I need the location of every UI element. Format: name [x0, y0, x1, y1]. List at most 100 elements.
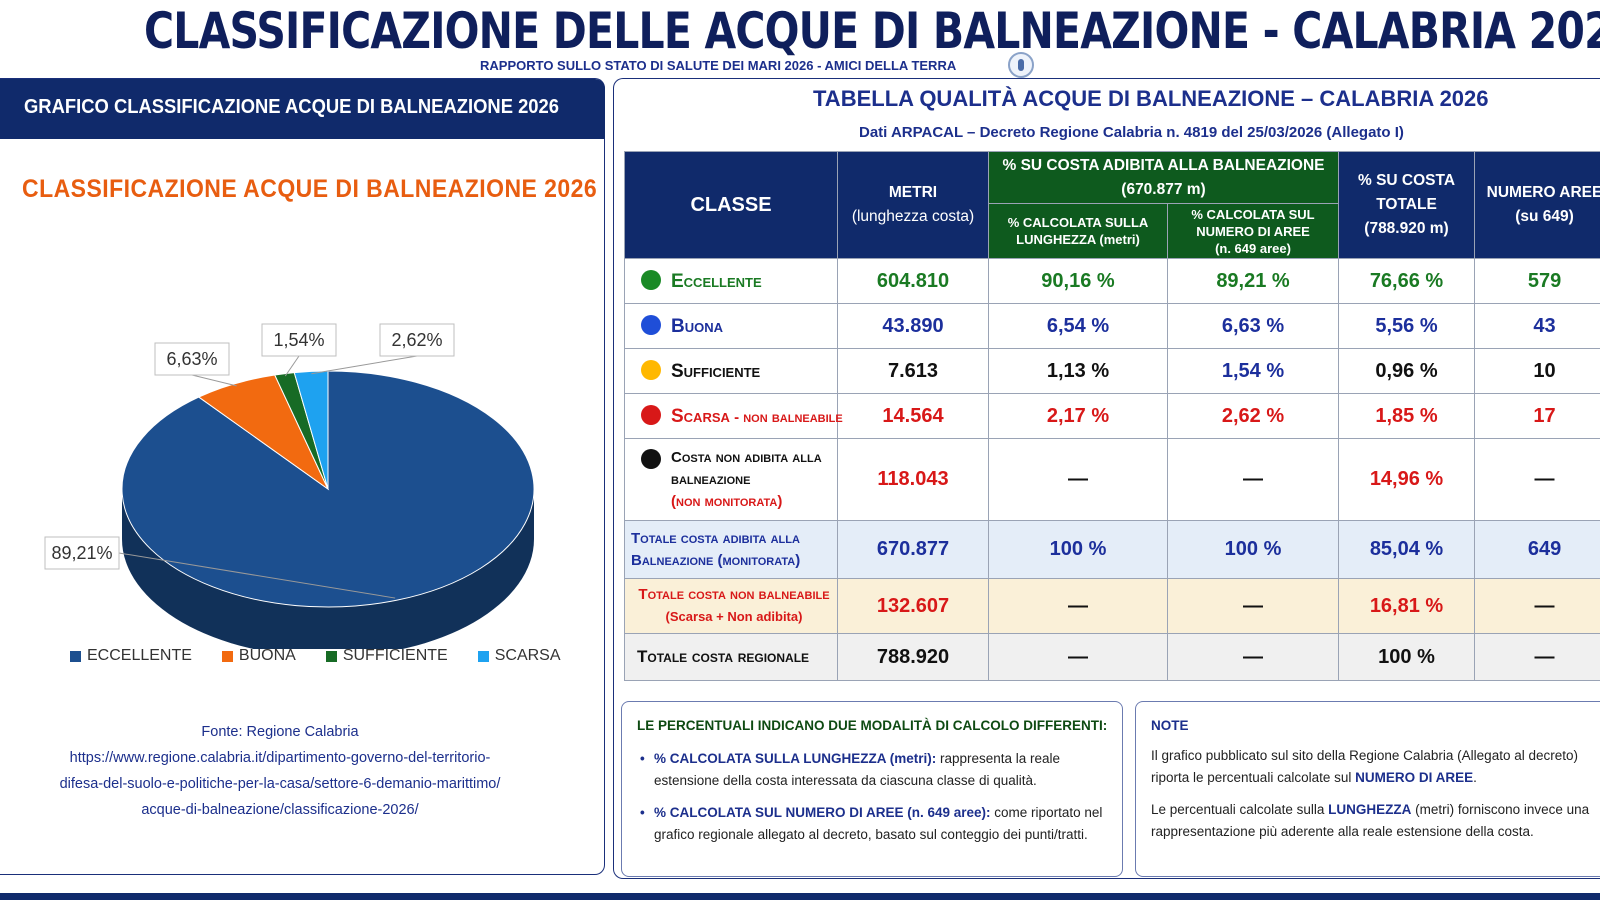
header-costa-adibita-title: % SU COSTA ADIBITA ALLA BALNEAZIONE	[1002, 156, 1325, 174]
data-label-leader-line	[118, 552, 396, 599]
data-label-box	[154, 342, 230, 376]
table-row: Totale costa non balneabile (Scarsa + No…	[624, 578, 1600, 634]
note-p1-text: Il grafico pubblicato sul sito della Reg…	[1151, 748, 1578, 785]
header-metri-title: METRI	[888, 184, 938, 201]
pct-total-cell: 0,96 %	[1338, 348, 1476, 394]
legend-label: ECCELLENTE	[87, 647, 192, 664]
pct-length-cell: —	[988, 578, 1168, 634]
table-row: Totale costa adibita alla Balneazione (m…	[624, 520, 1600, 579]
red-dot-icon	[641, 404, 661, 425]
header-pct-totale-l1: % SU COSTA	[1358, 172, 1456, 189]
pct-count-cell: —	[1166, 633, 1340, 681]
class-label-l1: Totale costa adibita alla	[631, 529, 800, 547]
legend-swatch	[477, 650, 489, 662]
note-paragraph-1: Il grafico pubblicato sul sito della Reg…	[1151, 745, 1600, 789]
header-pct-lunghezza: % CALCOLATA SULLA LUNGHEZZA (metri)	[988, 203, 1168, 259]
pct-total-cell: 76,66 %	[1338, 258, 1476, 304]
pct-count-cell: 6,63 %	[1166, 303, 1340, 349]
pct-count-cell: 100 %	[1166, 520, 1340, 579]
metri-cell: 670.877	[837, 520, 989, 579]
header-pct-lunghezza-l2: LUNGHEZZA (metri)	[1016, 232, 1140, 247]
data-label: 6,63%	[166, 349, 217, 369]
header-metri: METRI (lunghezza costa)	[837, 151, 989, 259]
data-label: 1,54%	[273, 330, 324, 350]
class-label-l2: balneazione	[671, 470, 751, 488]
calculation-methods-box: LE PERCENTUALI INDICANO DUE MODALITÀ DI …	[621, 701, 1123, 877]
note-p2-end: (metri) forniscono invece una rappresent…	[1151, 802, 1590, 839]
black-dot-icon	[641, 448, 661, 469]
header-classe: CLASSE	[624, 151, 838, 259]
data-label-leader-line	[284, 355, 300, 377]
pct-length-cell: 90,16 %	[988, 258, 1168, 304]
num-areas-cell: —	[1474, 438, 1600, 521]
pct-length-cell: —	[988, 633, 1168, 681]
source-block: Fonte: Regione Calabria https://www.regi…	[0, 719, 560, 823]
legend-swatch	[70, 650, 81, 662]
calculation-methods-title: LE PERCENTUALI INDICANO DUE MODALITÀ DI …	[637, 718, 1108, 733]
method-length-bullet: % CALCOLATA SULLA LUNGHEZZA (metri): rap…	[638, 748, 1108, 792]
data-label: 2,62%	[391, 330, 442, 350]
source-url-line[interactable]: difesa-del-suolo-e-politiche-per-la-casa…	[59, 776, 501, 792]
metri-cell: 14.564	[837, 393, 989, 439]
note-p1-end: .	[1473, 770, 1477, 785]
chart-legend: ECCELLENTE BUONA SUFFICIENTE SCARSA	[70, 647, 561, 665]
notes-box: NOTE Il grafico pubblicato sul sito dell…	[1135, 701, 1600, 877]
header-costa-adibita: % SU COSTA ADIBITA ALLA BALNEAZIONE (670…	[987, 151, 1340, 204]
note-p1-bold: NUMERO DI AREE	[1355, 770, 1474, 785]
legend-label: SCARSA	[494, 647, 561, 664]
bottom-bar	[0, 893, 1600, 900]
chart-panel-header-text: GRAFICO CLASSIFICAZIONE ACQUE DI BALNEAZ…	[24, 96, 560, 118]
class-label: Eccellente	[671, 270, 762, 292]
header-numero-aree-l2: (su 649)	[1515, 208, 1574, 225]
metri-cell: 7.613	[837, 348, 989, 394]
table-row: Costa non adibita alla balneazione (non …	[624, 438, 1600, 521]
pct-length-cell: 100 %	[988, 520, 1168, 579]
data-label-box	[379, 323, 455, 357]
legend-item: SCARSA	[477, 647, 561, 665]
method-length-label: % CALCOLATA SULLA LUNGHEZZA (metri):	[654, 751, 937, 766]
source-url-line[interactable]: https://www.regione.calabria.it/dipartim…	[69, 750, 491, 766]
method-count-label: % CALCOLATA SUL NUMERO DI AREE (n. 649 a…	[654, 805, 991, 820]
class-label-l2: Balneazione (monitorata)	[631, 551, 801, 569]
data-label-leader-line	[311, 355, 418, 375]
num-areas-cell: —	[1474, 578, 1600, 634]
class-label-l1: Totale costa non balneabile	[638, 586, 830, 603]
legend-swatch	[325, 650, 337, 662]
pct-length-cell: 6,54 %	[988, 303, 1168, 349]
pct-length-cell: 1,13 %	[988, 348, 1168, 394]
class-cell: Eccellente	[624, 258, 838, 304]
blue-dot-icon	[641, 314, 661, 335]
pct-count-cell: —	[1166, 578, 1340, 634]
table-row: Buona 43.890 6,54 % 6,63 % 5,56 % 43	[624, 303, 1600, 349]
chart-title: CLASSIFICAZIONE ACQUE DI BALNEAZIONE 202…	[22, 175, 598, 203]
class-cell: Totale costa regionale	[624, 633, 838, 681]
chart-panel-header: GRAFICO CLASSIFICAZIONE ACQUE DI BALNEAZ…	[0, 79, 605, 139]
data-label-box	[44, 536, 120, 570]
note-p2-text: Le percentuali calcolate sulla	[1151, 802, 1329, 817]
note-p2-bold: LUNGHEZZA	[1328, 802, 1412, 817]
header-numero-aree-l1: NUMERO AREE	[1486, 184, 1600, 201]
class-cell: Buona	[624, 303, 838, 349]
pct-count-cell: 2,62 %	[1166, 393, 1340, 439]
class-label-l1: Costa non adibita alla	[671, 448, 822, 466]
source-url-line[interactable]: acque-di-balneazione/classificazione-202…	[141, 802, 419, 818]
metri-cell: 132.607	[837, 578, 989, 634]
header-pct-totale-l2: TOTALE	[1376, 196, 1437, 213]
pct-count-cell: 1,54 %	[1166, 348, 1340, 394]
metri-cell: 43.890	[837, 303, 989, 349]
data-label: 89,21%	[51, 543, 112, 563]
method-count-bullet: % CALCOLATA SUL NUMERO DI AREE (n. 649 a…	[638, 802, 1108, 846]
header-pct-numero-l1: % CALCOLATA SUL	[1191, 206, 1315, 222]
header-costa-adibita-sub: (670.877 m)	[1121, 180, 1206, 198]
legend-swatch	[221, 650, 233, 662]
method-length-text: rappresenta la reale estensione della co…	[654, 751, 1061, 788]
pct-length-cell: —	[988, 438, 1168, 521]
page-title: CLASSIFICAZIONE DELLE ACQUE DI BALNEAZIO…	[144, 2, 1600, 60]
legend-item: ECCELLENTE	[70, 647, 192, 665]
data-label-leader-line	[191, 374, 237, 387]
class-label: Sufficiente	[671, 360, 761, 382]
pct-count-cell: —	[1166, 438, 1340, 521]
table-subtitle: Dati ARPACAL – Decreto Regione Calabria …	[859, 124, 1404, 141]
pct-total-cell: 14,96 %	[1338, 438, 1476, 521]
quality-table: CLASSE METRI (lunghezza costa) % SU COST…	[624, 151, 1600, 681]
